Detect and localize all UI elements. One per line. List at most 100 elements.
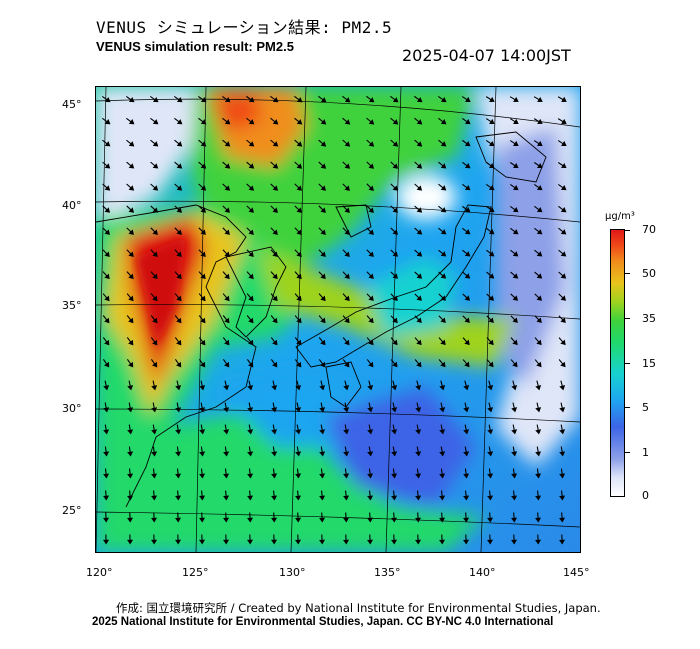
wind-arrow-head [440, 229, 447, 235]
wind-arrow-head [103, 385, 110, 391]
wind-arrow-head [200, 185, 207, 191]
wind-arrow-head [391, 451, 398, 457]
wind-arrow-head [295, 407, 302, 413]
wind-arrow-head [200, 229, 206, 235]
wind-arrow-head [344, 251, 350, 257]
wind-arrow-head [368, 273, 374, 279]
wind-arrow-head [128, 251, 134, 258]
wind-arrow-head [248, 119, 255, 125]
wind-arrow-head [103, 539, 110, 545]
wind-arrow-head [368, 229, 374, 235]
wind-arrow-head [535, 385, 542, 391]
wind-arrow-head [200, 207, 206, 213]
wind-arrow-head [512, 229, 519, 235]
wind-arrow-head [439, 407, 446, 413]
wind-arrow-head [104, 339, 110, 346]
wind-arrow-head [368, 185, 374, 191]
colorbar-tick [624, 407, 630, 408]
wind-arrow-head [151, 429, 158, 435]
wind-arrow-head [367, 517, 374, 523]
wind-arrow-head [176, 339, 182, 346]
wind-arrow-head [415, 495, 422, 501]
wind-arrow-head [152, 295, 158, 302]
wind-arrow-head [175, 517, 182, 523]
wind-arrow-head [295, 517, 302, 523]
wind-arrow-head [440, 295, 447, 301]
wind-arrow-head [247, 451, 254, 457]
wind-arrow-head [320, 141, 327, 147]
wind-arrow-head [391, 385, 398, 391]
wind-arrow-head [537, 96, 543, 102]
colorbar-label-50: 50 [642, 267, 656, 280]
wind-arrow-head [440, 141, 447, 147]
wind-arrow-head [536, 251, 543, 257]
wind-arrow-head [392, 361, 398, 368]
wind-arrow-head [488, 339, 494, 346]
wind-arrow-head [536, 184, 543, 191]
wind-arrow-head [175, 495, 182, 501]
wind-arrow-head [487, 384, 494, 391]
wind-arrow-head [560, 273, 567, 279]
wind-arrow-head [104, 361, 110, 368]
wind-arrow-head [248, 229, 254, 235]
wind-arrow-head [344, 317, 350, 324]
wind-arrow-head [511, 385, 518, 391]
wind-arrow-head [104, 96, 111, 103]
wind-arrow-head [152, 339, 158, 346]
wind-arrow-head [560, 185, 567, 191]
wind-arrow-head [344, 163, 351, 169]
lon-label-125: 125° [182, 566, 209, 579]
wind-arrow-head [200, 273, 206, 280]
wind-arrow-head [391, 539, 398, 545]
wind-arrow-head [104, 119, 111, 125]
wind-arrow-head [151, 539, 158, 545]
wind-arrow-head [344, 295, 350, 302]
wind-arrow-head [320, 251, 326, 258]
wind-arrow-head [560, 251, 567, 257]
wind-arrow-head [152, 251, 158, 258]
wind-arrow-head [271, 495, 278, 501]
wind-arrow-head [344, 273, 350, 280]
wind-arrow-head [368, 141, 375, 147]
wind-arrow-head [392, 119, 399, 125]
wind-arrow-head [295, 429, 302, 435]
wind-arrow-head [152, 96, 159, 103]
wind-arrow-head [295, 473, 302, 479]
wind-arrow-head [151, 407, 158, 413]
wind-arrow-head [319, 517, 326, 523]
wind-arrow-head [391, 517, 398, 523]
credit-line: 作成: 国立環境研究所 / Created by National Instit… [116, 601, 601, 615]
wind-arrow-head [128, 163, 135, 169]
wind-arrow-head [512, 162, 519, 169]
wind-arrow-head [512, 339, 518, 346]
wind-arrow-head [199, 429, 206, 435]
wind-arrow-head [368, 97, 375, 103]
wind-arrow-head [415, 451, 422, 457]
colorbar-label-70: 70 [642, 223, 656, 236]
wind-arrow-head [487, 429, 494, 435]
colorbar-tick [624, 452, 630, 453]
wind-arrow-head [367, 495, 374, 501]
wind-arrow-head [272, 97, 279, 103]
wind-arrow-head [343, 429, 350, 435]
wind-arrow-head [271, 385, 278, 391]
colorbar-tick [624, 273, 630, 274]
wind-arrow-head [128, 317, 134, 324]
wind-arrow-head [223, 539, 230, 545]
wind-arrow-head [512, 207, 519, 213]
wind-arrow-head [248, 317, 254, 324]
wind-arrow-head [560, 317, 566, 323]
wind-arrow-head [272, 185, 279, 191]
wind-arrow-head [152, 317, 158, 324]
wind-arrow-head [537, 140, 543, 146]
wind-arrow-head [199, 385, 206, 391]
wind-arrow-head [152, 361, 158, 368]
colorbar-label-35: 35 [642, 312, 656, 325]
wind-arrow-head [535, 451, 542, 457]
wind-arrow-head [343, 539, 350, 545]
wind-arrow-head [247, 407, 254, 413]
wind-arrow-head [488, 140, 495, 147]
colorbar-tick [624, 318, 630, 319]
wind-arrow-head [465, 96, 471, 103]
wind-arrow-head [176, 96, 183, 103]
